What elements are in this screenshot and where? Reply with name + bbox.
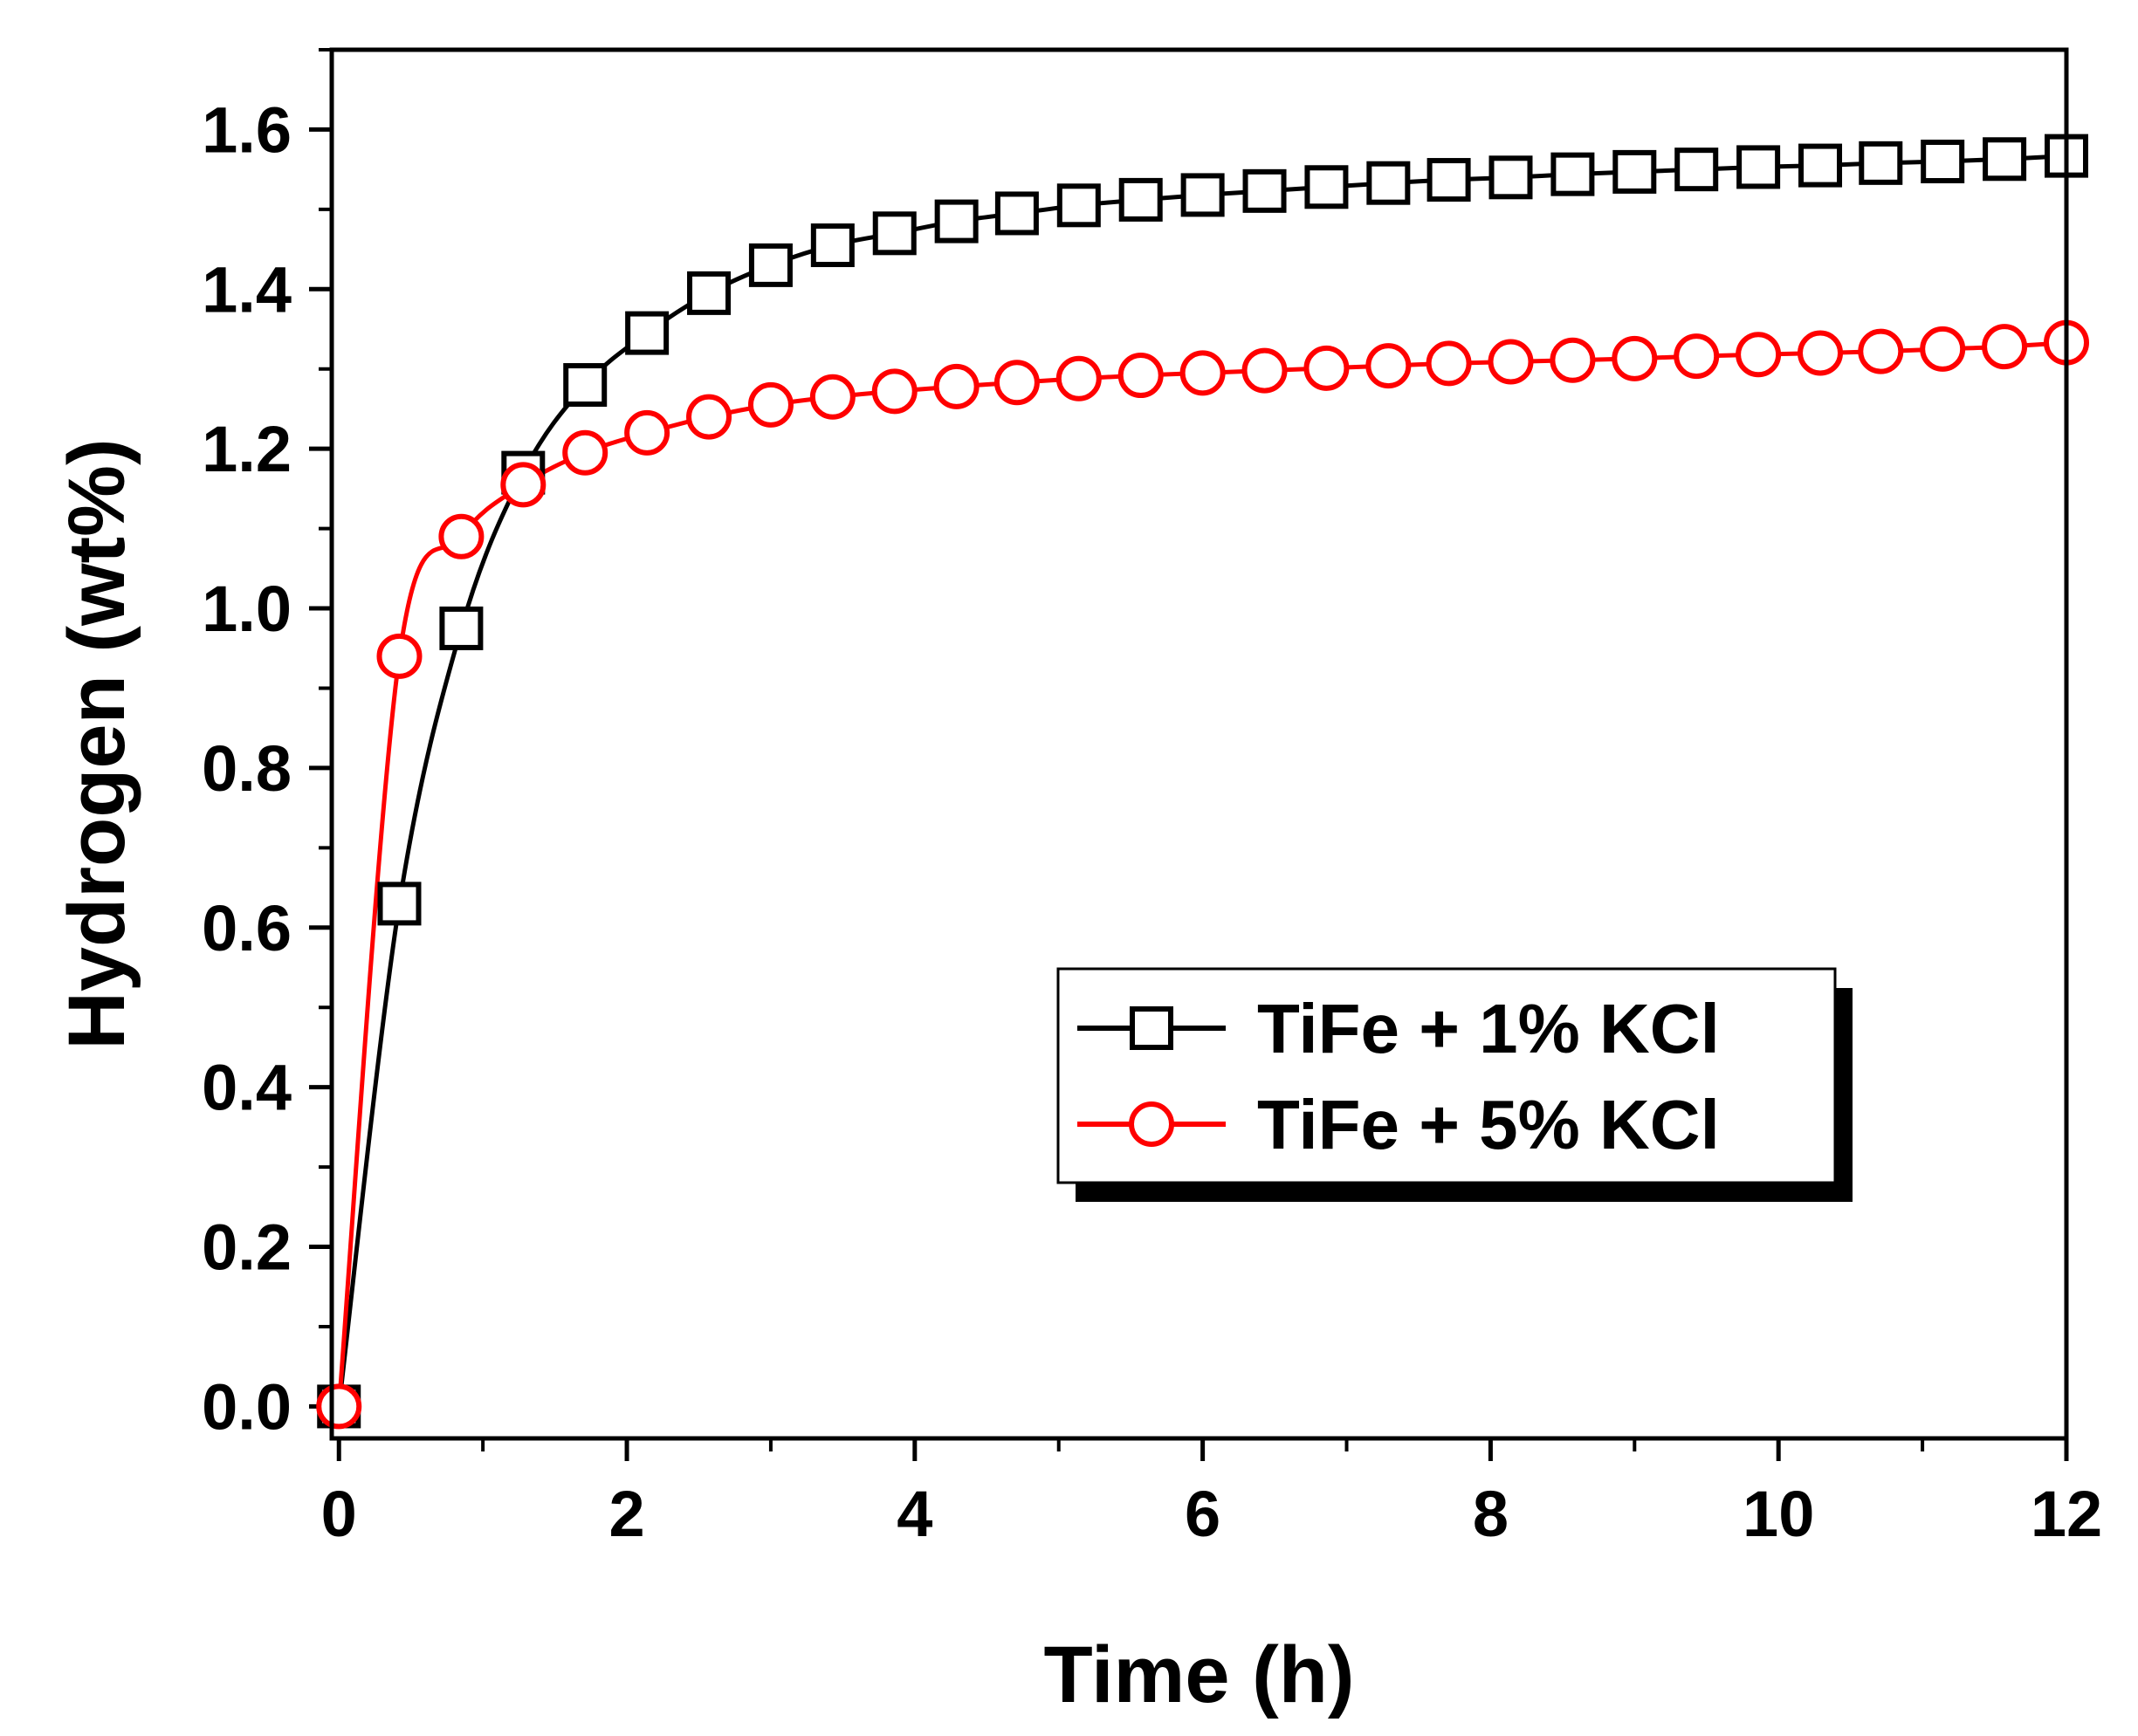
x-tick-label: 8: [1473, 1478, 1509, 1550]
y-tick-label: 1.6: [202, 93, 292, 166]
axis-ticks: [309, 48, 2069, 1461]
data-point-series-0: [1056, 183, 1101, 228]
data-point-series-0: [1859, 141, 1903, 185]
data-point-series-0: [1674, 148, 1719, 192]
data-point-series-0: [748, 243, 793, 287]
data-point-series-0: [1304, 165, 1349, 209]
data-point-series-0: [1242, 168, 1287, 213]
legend-marker-0: [1130, 1006, 1173, 1050]
data-point-series-0: [439, 606, 484, 650]
data-point-series-0: [563, 363, 608, 408]
data-point-series-1: [500, 462, 547, 508]
data-point-series-0: [625, 311, 670, 355]
legend-marker-1: [1129, 1101, 1174, 1147]
data-point-series-0: [934, 199, 979, 244]
legend-box: [1056, 967, 1837, 1184]
y-tick-label: 0.8: [202, 732, 292, 805]
series-line-1: [336, 340, 2067, 1407]
data-point-series-0: [1798, 143, 1843, 188]
data-point-series-1: [1179, 350, 1226, 396]
data-point-series-1: [686, 394, 732, 440]
data-point-series-1: [1982, 324, 2028, 370]
x-tick-label: 6: [1185, 1478, 1220, 1550]
legend: TiFe + 1% KCl TiFe + 5% KCl: [1056, 967, 1853, 1202]
y-tick-label: 0.6: [202, 892, 292, 964]
x-tick-label: 4: [897, 1478, 932, 1550]
legend-label-tife-1-kcl: TiFe + 1% KCl: [1257, 990, 1720, 1067]
x-tick-label: 12: [2031, 1478, 2102, 1550]
data-point-series-1: [1674, 333, 1720, 380]
data-point-series-1: [1303, 345, 1350, 391]
y-axis-title: Hydrogen (wt%): [52, 438, 141, 1049]
data-point-series-0: [377, 882, 422, 926]
data-point-series-0: [872, 211, 917, 256]
data-point-series-1: [1550, 337, 1596, 383]
y-tick-label: 0.4: [202, 1052, 292, 1124]
y-tick-label: 1.0: [202, 573, 292, 645]
data-point-series-0: [687, 271, 732, 315]
legend-label-tife-5-kcl: TiFe + 5% KCl: [1257, 1086, 1720, 1163]
data-point-series-1: [747, 381, 794, 428]
x-axis-title: Time (h): [1043, 1630, 1354, 1719]
data-point-series-0: [1366, 161, 1411, 205]
data-point-series-1: [1612, 335, 1658, 381]
data-point-series-1: [316, 1383, 362, 1430]
data-point-series-1: [1426, 340, 1472, 387]
data-point-series-0: [810, 223, 855, 268]
data-point-series-1: [562, 429, 608, 476]
data-point-series-1: [809, 374, 856, 420]
data-point-series-0: [1921, 140, 1965, 184]
data-point-series-0: [1426, 158, 1471, 202]
y-tick-label: 1.4: [202, 253, 292, 326]
data-point-series-1: [1241, 347, 1288, 394]
data-point-series-1: [376, 633, 423, 679]
x-tick-label: 2: [608, 1478, 644, 1550]
data-point-series-1: [624, 409, 670, 456]
data-point-series-1: [1117, 353, 1164, 399]
tick-labels: 0 2 4 6 8 10 12 0.0 0.2 0.4 0.6 0.8 1.0 1.2 1.4 1.6: [202, 93, 2102, 1550]
data-point-series-1: [1365, 343, 1412, 389]
y-tick-label: 1.2: [202, 413, 292, 485]
data-point-series-0: [1736, 145, 1781, 189]
data-point-series-1: [1920, 326, 1966, 372]
y-tick-label: 0.0: [202, 1370, 292, 1443]
data-point-series-1: [1488, 339, 1534, 385]
plot-frame: [329, 47, 2069, 1441]
data-point-series-1: [1858, 328, 1904, 374]
data-point-series-1: [1055, 355, 1102, 401]
data-point-series-0: [1612, 149, 1657, 194]
data-point-series-0: [1180, 173, 1225, 217]
data-point-series-1: [1798, 330, 1844, 376]
data-point-series-1: [933, 363, 980, 409]
data-point-series-0: [1488, 155, 1533, 200]
data-point-series-1: [1736, 332, 1782, 378]
data-point-series-1: [438, 513, 485, 559]
data-point-series-0: [994, 191, 1039, 236]
data-point-series-0: [1550, 152, 1595, 196]
y-tick-label: 0.2: [202, 1211, 292, 1284]
data-point-series-1: [993, 360, 1040, 406]
data-point-series-0: [1118, 177, 1163, 222]
data-point-series-0: [1983, 137, 2027, 182]
series-markers: [316, 134, 2089, 1430]
data-point-series-1: [871, 368, 918, 415]
x-tick-label: 10: [1743, 1478, 1814, 1550]
x-tick-label: 0: [321, 1478, 357, 1550]
